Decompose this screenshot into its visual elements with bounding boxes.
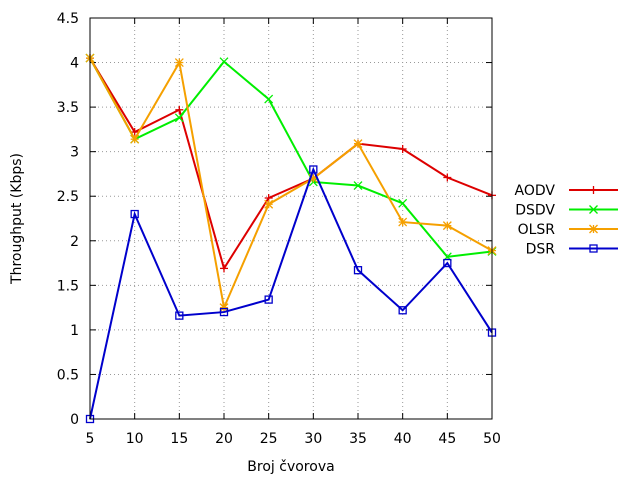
y-tick-label: 1.5 xyxy=(57,278,79,294)
data-point-aodv xyxy=(220,264,228,273)
data-point-dsr xyxy=(309,165,318,174)
legend-marker-olsr xyxy=(589,224,598,234)
x-axis-label: Broj čvorova xyxy=(247,459,334,475)
y-axis-label: Throughput (Kbps) xyxy=(9,153,25,285)
data-point-aodv xyxy=(443,173,452,182)
x-tick-label: 30 xyxy=(304,431,322,447)
y-tick-label: 3.5 xyxy=(57,100,79,116)
y-tick-label: 4 xyxy=(70,56,79,72)
y-tick-label: 3 xyxy=(70,145,79,161)
x-tick-label: 15 xyxy=(170,431,188,447)
data-point-aodv xyxy=(130,128,139,137)
x-tick-label: 5 xyxy=(86,431,95,447)
data-point-dsr xyxy=(219,307,229,317)
series-aodv xyxy=(86,54,496,273)
legend: AODV DSDV OLSR DSR xyxy=(515,183,618,258)
x-tick-label: 20 xyxy=(215,431,233,447)
series-line-aodv xyxy=(89,57,493,271)
series-dsr xyxy=(85,165,497,424)
legend-marker-dsdv xyxy=(589,205,598,214)
data-point-dsr xyxy=(130,209,139,219)
series-line-olsr xyxy=(89,57,493,312)
y-tick-label: 2 xyxy=(70,234,79,250)
y-tick-label: 0.5 xyxy=(57,367,79,383)
y-tick-label: 4.5 xyxy=(57,11,79,27)
tick-labels: 5 10 15 20 25 30 35 40 45 50 0 0.5 1 1.5 2 2.5 3 3.5 4 4.5 xyxy=(57,11,501,447)
data-point-dsdv xyxy=(219,57,229,67)
data-point-dsr xyxy=(264,295,273,304)
series-olsr xyxy=(85,53,497,313)
data-point-dsr xyxy=(443,258,452,268)
x-tick-label: 10 xyxy=(126,431,144,447)
data-point-olsr xyxy=(398,217,408,227)
x-tick-label: 25 xyxy=(260,431,278,447)
data-point-dsdv xyxy=(174,113,184,123)
legend-item-olsr: OLSR xyxy=(518,222,618,238)
x-tick-label: 35 xyxy=(349,431,367,447)
x-tick-label: 40 xyxy=(394,431,412,447)
data-point-olsr xyxy=(442,221,452,231)
data-point-olsr xyxy=(264,199,274,209)
legend-label-olsr: OLSR xyxy=(518,222,556,238)
series-line-dsdv xyxy=(89,57,493,258)
data-point-olsr xyxy=(219,303,229,313)
grid xyxy=(90,18,492,419)
axis-ticks xyxy=(89,17,493,420)
data-point-aodv xyxy=(175,105,184,114)
data-point-dsr xyxy=(175,311,184,320)
plot-frame xyxy=(89,17,493,420)
data-point-dsdv xyxy=(398,198,408,208)
y-tick-label: 1 xyxy=(70,323,79,339)
legend-marker-dsr xyxy=(589,244,598,253)
data-point-olsr xyxy=(353,139,363,149)
series-dsdv xyxy=(85,53,497,262)
x-tick-label: 45 xyxy=(438,431,456,447)
series-lines xyxy=(85,53,497,424)
data-point-dsr xyxy=(353,266,363,275)
data-point-aodv xyxy=(398,144,407,153)
y-tick-label: 2.5 xyxy=(57,189,79,205)
x-tick-label: 50 xyxy=(483,431,501,447)
legend-item-dsdv: DSDV xyxy=(515,203,618,219)
data-point-olsr xyxy=(130,134,140,144)
data-point-dsdv xyxy=(353,181,363,190)
data-point-olsr xyxy=(174,58,184,68)
data-point-dsr xyxy=(398,306,407,315)
legend-label-dsdv: DSDV xyxy=(515,203,555,219)
data-point-dsdv xyxy=(264,94,274,104)
legend-label-dsr: DSR xyxy=(526,242,556,258)
y-tick-label: 0 xyxy=(70,412,79,428)
legend-item-aodv: AODV xyxy=(515,183,618,199)
legend-label-aodv: AODV xyxy=(515,183,556,199)
legend-item-dsr: DSR xyxy=(526,242,618,258)
legend-marker-aodv xyxy=(589,186,598,194)
series-line-dsr xyxy=(89,166,493,420)
